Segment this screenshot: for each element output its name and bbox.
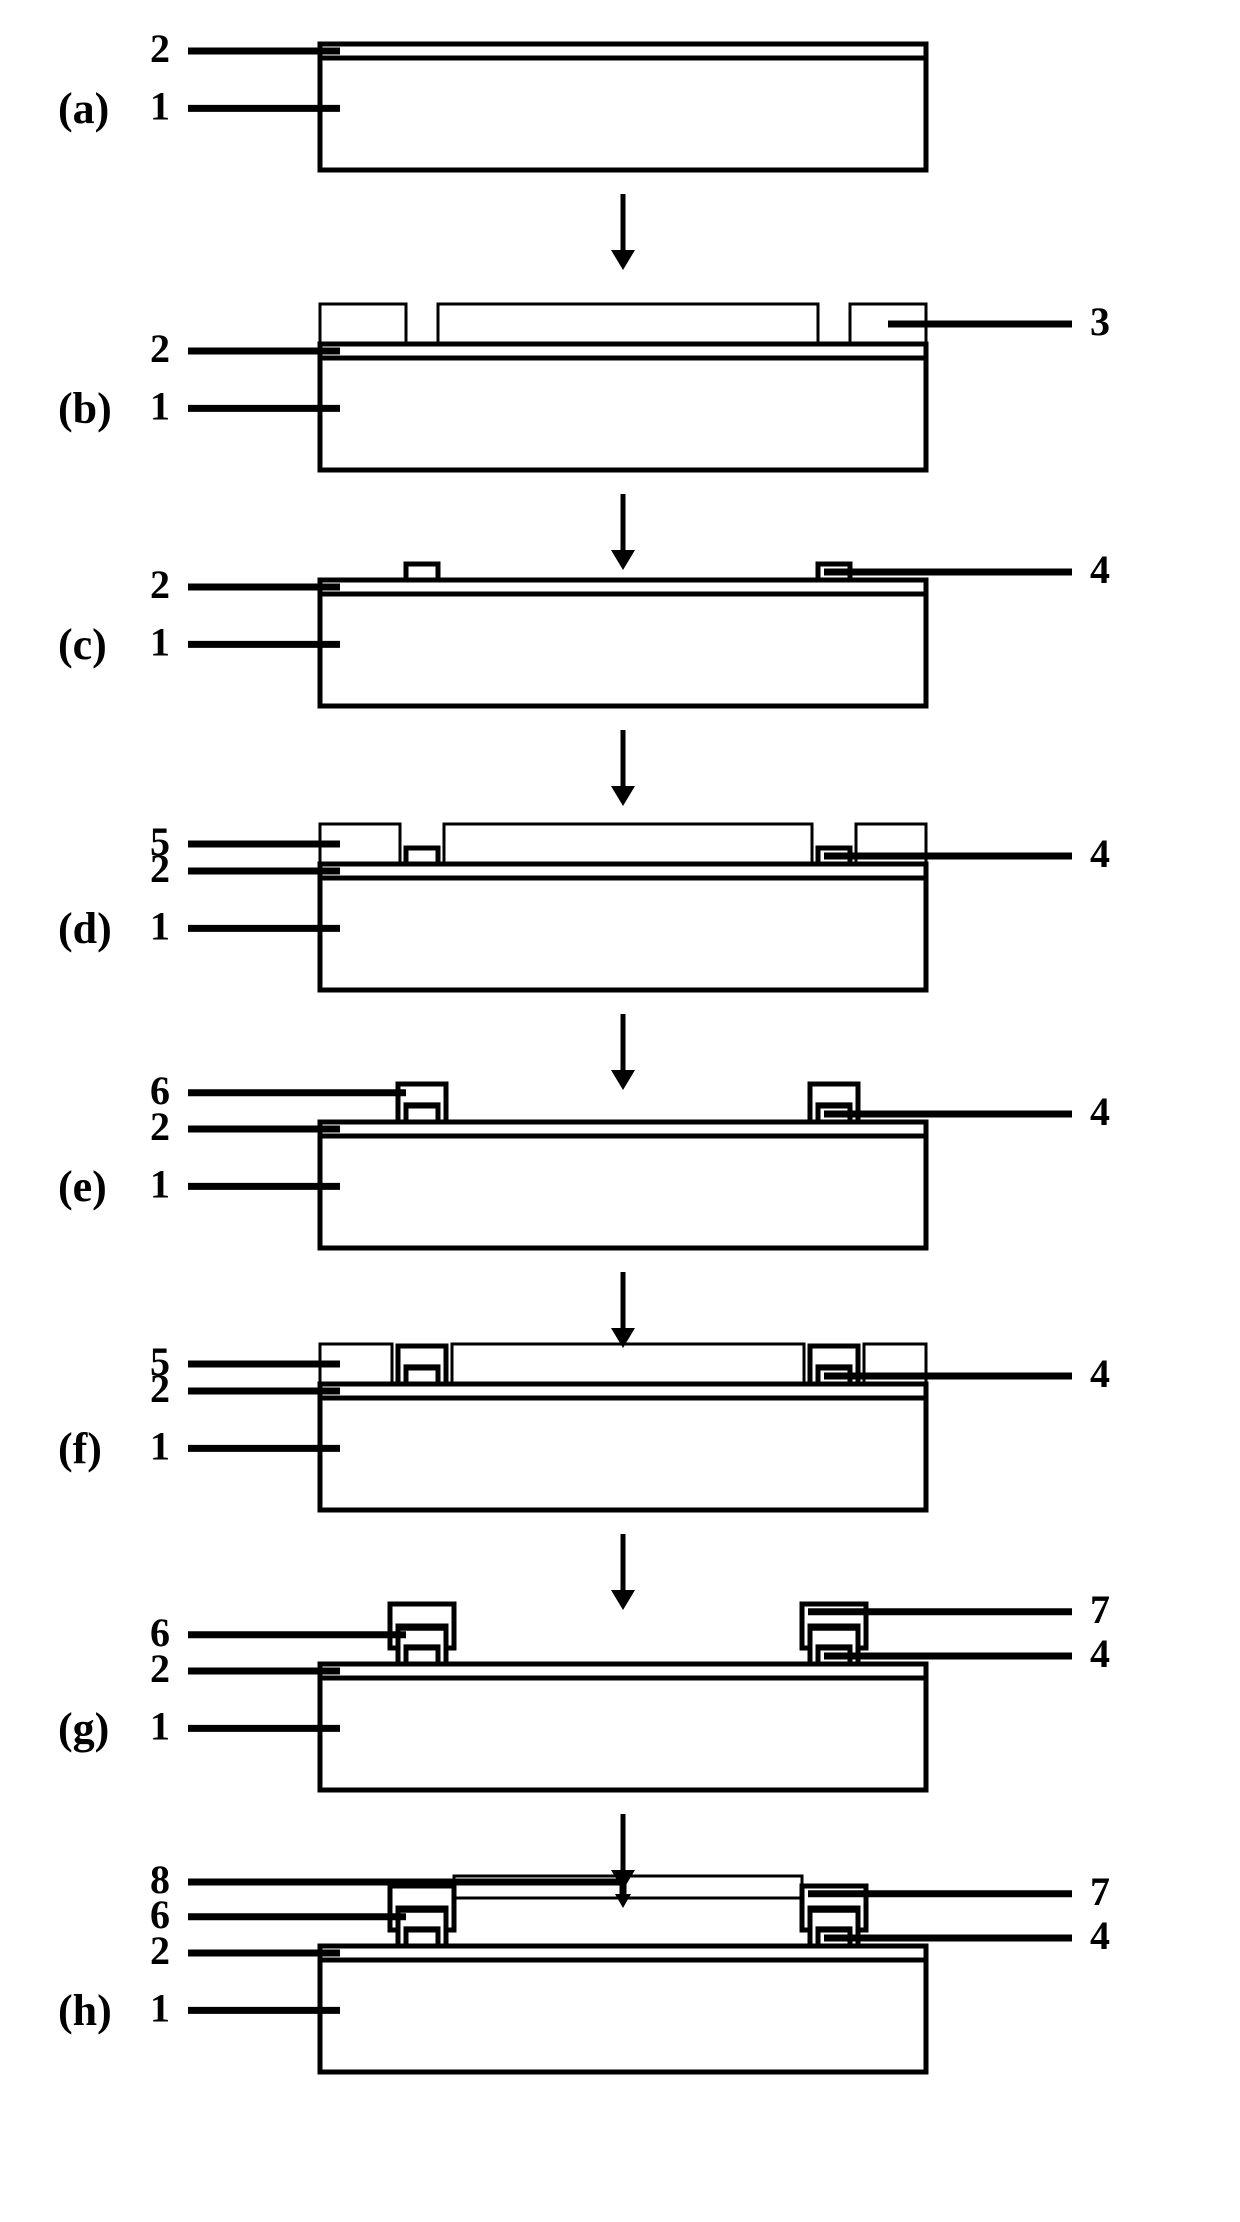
leader-left-label-2: 2 [150,1366,170,1411]
step-h [188,1876,1072,2072]
step-label-e: (e) [58,1162,107,1211]
leader-right-label-4: 4 [1090,831,1110,876]
leader-left-label-2: 2 [150,26,170,71]
leader-left-label-1: 1 [150,84,170,129]
layer-4-anchor-left [406,1106,438,1122]
step-label-h: (h) [58,1986,112,2035]
flow-arrowhead-0 [611,250,635,270]
leader-left-label-2: 2 [150,1646,170,1691]
step-label-c: (c) [58,620,107,669]
leader-left-label-1: 1 [150,1986,170,2031]
flow-arrowhead-1 [611,550,635,570]
leader-right-label-7: 7 [1090,1587,1110,1632]
leader-right-label-4: 4 [1090,1631,1110,1676]
layer-4-anchor-left [406,1930,438,1946]
step-label-g: (g) [58,1704,109,1753]
layer-2-film [320,344,926,358]
leader-left-label-1: 1 [150,904,170,949]
layer-5-pr-mid [452,1344,804,1384]
leader-left-label-2: 2 [150,562,170,607]
leader-right-label-3: 3 [1090,299,1110,344]
leader-left-label-1: 1 [150,384,170,429]
step-d [188,824,1072,990]
step-e [188,1084,1072,1248]
layer-7-cap-left [390,1886,454,1930]
step-a [188,44,926,170]
leader-right-label-4: 4 [1090,547,1110,592]
layer-1-substrate [320,1136,926,1248]
step-c [188,564,1072,706]
step-g [188,1604,1072,1790]
layer-1-substrate [320,1398,926,1510]
layer-1-substrate [320,1678,926,1790]
step-label-a: (a) [58,84,109,133]
flow-arrowhead-3 [611,1070,635,1090]
layer-4-anchor-left [406,1648,438,1664]
layer-4-anchor-left [406,1368,438,1384]
layer-6-cap-left [398,1346,446,1384]
leader-right-label-4: 4 [1090,1913,1110,1958]
leader-left-label-1: 1 [150,620,170,665]
leader-right-label-7: 7 [1090,1869,1110,1914]
flow-arrowhead-5 [611,1590,635,1610]
layer-5-pr-mid [444,824,812,864]
layer-1-substrate [320,1960,926,2072]
step-label-b: (b) [58,384,112,433]
layer-4-anchor-left [406,848,438,864]
leader-left-label-1: 1 [150,1162,170,1207]
step-label-d: (d) [58,904,112,953]
leader-right-label-4: 4 [1090,1351,1110,1396]
layer-2-film [320,44,926,58]
layer-1-substrate [320,58,926,170]
leader-right-label-4: 4 [1090,1089,1110,1134]
leader-left-label-2: 2 [150,1104,170,1149]
step-label-f: (f) [58,1424,102,1473]
step-f [188,1344,1072,1510]
leader-8-arrowhead [615,1894,631,1908]
leader-left-label-1: 1 [150,1704,170,1749]
flow-arrowhead-2 [611,786,635,806]
step-b [188,304,1072,470]
layer-1-substrate [320,358,926,470]
layer-1-substrate [320,878,926,990]
leader-left-label-2: 2 [150,326,170,371]
layer-3-pr-left [320,304,406,344]
leader-left-label-2: 2 [150,846,170,891]
layer-4-anchor-left [406,564,438,580]
leader-left-label-1: 1 [150,1424,170,1469]
leader-left-label-2: 2 [150,1928,170,1973]
layer-1-substrate [320,594,926,706]
layer-3-pr-mid [438,304,818,344]
layer-7-cap-left [390,1604,454,1648]
